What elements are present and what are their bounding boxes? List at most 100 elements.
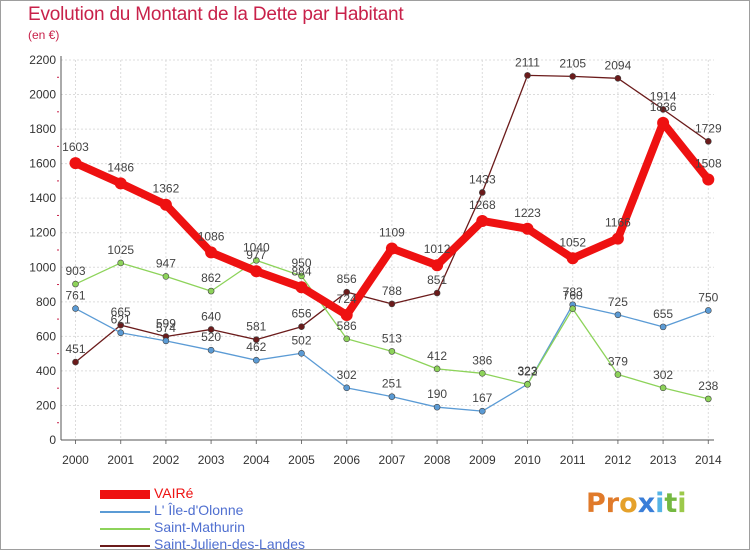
data-point-vair — [566, 252, 579, 265]
data-label-l-le-d-olonne: 462 — [246, 340, 266, 354]
data-label-saint-julien-des-landes: 599 — [156, 317, 176, 331]
data-point-l-le-d-olonne — [72, 305, 79, 312]
data-label-saint-julien-des-landes: 451 — [65, 342, 85, 356]
data-point-l-le-d-olonne — [704, 307, 712, 314]
data-label-saint-mathurin: 386 — [472, 353, 492, 367]
data-point-saint-julien-des-landes — [298, 323, 305, 330]
data-point-l-le-d-olonne — [478, 407, 486, 415]
data-point-saint-julien-des-landes — [524, 72, 531, 79]
legend-label: Saint-Julien-des-Landes — [154, 536, 305, 552]
data-label-saint-mathurin: 322 — [517, 364, 537, 378]
data-label-vair: 1052 — [559, 235, 586, 249]
x-tick-label: 2001 — [107, 453, 134, 467]
data-point-saint-mathurin — [252, 257, 260, 264]
data-label-saint-julien-des-landes: 1914 — [650, 89, 677, 103]
data-label-saint-mathurin: 862 — [201, 271, 221, 285]
data-label-saint-mathurin: 586 — [337, 319, 357, 333]
data-label-saint-mathurin: 760 — [563, 289, 583, 303]
axes — [57, 56, 714, 444]
y-tick-label: 400 — [36, 364, 56, 378]
logo-letter: r — [605, 488, 620, 519]
data-point-vair — [431, 259, 444, 272]
legend-label: L' Île-d'Olonne — [154, 502, 244, 518]
data-point-saint-mathurin — [388, 348, 396, 355]
chart-unit: (en €) — [28, 28, 60, 42]
data-point-l-le-d-olonne — [659, 323, 667, 331]
data-label-l-le-d-olonne: 621 — [111, 313, 131, 327]
data-point-l-le-d-olonne — [388, 393, 396, 400]
data-point-saint-mathurin — [478, 370, 486, 377]
data-label-l-le-d-olonne: 167 — [472, 391, 492, 405]
data-label-l-le-d-olonne: 783 — [563, 285, 583, 299]
data-point-vair — [250, 265, 263, 278]
data-point-l-le-d-olonne — [343, 384, 351, 392]
data-label-saint-julien-des-landes: 1433 — [469, 172, 496, 186]
data-point-saint-julien-des-landes — [343, 288, 351, 296]
y-axis-ticks: 0 200 400 600 800 1000 1200 1400 1600 1800 2000 220… — [29, 53, 56, 447]
x-tick-label: 2005 — [288, 453, 315, 467]
x-tick-label: 2004 — [243, 453, 270, 467]
data-label-vair: 1166 — [605, 216, 631, 230]
x-tick-label: 2011 — [560, 453, 586, 467]
legend-swatch — [100, 511, 150, 513]
y-tick-label: 1200 — [29, 226, 56, 240]
legend-swatch — [100, 490, 150, 499]
data-point-vair — [295, 281, 308, 294]
data-label-saint-mathurin: 947 — [156, 256, 176, 270]
data-point-vair — [521, 222, 534, 235]
data-label-vair: 1603 — [62, 140, 89, 154]
data-label-saint-julien-des-landes: 851 — [427, 273, 447, 287]
data-label-l-le-d-olonne: 725 — [608, 295, 628, 309]
data-label-saint-mathurin: 513 — [382, 331, 402, 345]
data-point-saint-julien-des-landes — [433, 289, 441, 297]
data-point-saint-mathurin — [117, 259, 124, 267]
data-point-vair — [611, 232, 624, 245]
data-label-l-le-d-olonne: 520 — [201, 330, 221, 344]
x-tick-label: 2012 — [605, 453, 632, 467]
legend-swatch — [100, 545, 150, 547]
x-tick-label: 2000 — [62, 453, 89, 467]
data-point-saint-julien-des-landes — [478, 189, 486, 196]
series-group — [69, 72, 715, 415]
y-tick-label: 600 — [36, 329, 56, 343]
data-label-saint-julien-des-landes: 2094 — [605, 58, 632, 72]
logo-letter: t — [664, 488, 678, 519]
data-point-saint-mathurin — [298, 272, 305, 280]
data-label-l-le-d-olonne: 761 — [65, 289, 85, 303]
y-tick-label: 2000 — [29, 88, 56, 102]
data-point-l-le-d-olonne — [117, 329, 124, 337]
data-point-vair — [702, 173, 715, 186]
data-point-saint-mathurin — [659, 384, 667, 392]
data-point-saint-mathurin — [207, 287, 215, 295]
data-label-saint-julien-des-landes: 581 — [246, 320, 266, 334]
data-point-l-le-d-olonne — [252, 356, 260, 364]
y-tick-label: 1600 — [29, 157, 56, 171]
data-point-saint-julien-des-landes — [659, 106, 667, 113]
data-label-saint-mathurin: 379 — [608, 355, 628, 369]
x-tick-label: 2003 — [198, 453, 225, 467]
data-label-saint-mathurin: 903 — [65, 264, 85, 278]
data-label-vair: 1486 — [107, 160, 134, 174]
data-label-saint-julien-des-landes: 2105 — [559, 56, 586, 70]
data-label-saint-julien-des-landes: 656 — [291, 307, 311, 321]
data-label-l-le-d-olonne: 251 — [382, 377, 402, 391]
proxiti-logo: Proxiti — [586, 488, 687, 519]
x-tick-label: 2002 — [153, 453, 180, 467]
data-label-saint-julien-des-landes: 856 — [337, 272, 357, 286]
data-label-vair: 977 — [246, 248, 266, 262]
data-point-l-le-d-olonne — [433, 403, 441, 411]
data-point-saint-mathurin — [162, 273, 170, 280]
data-point-vair — [657, 116, 670, 129]
data-label-saint-mathurin: 950 — [291, 256, 311, 270]
data-point-vair — [159, 198, 172, 211]
data-label-vair: 1109 — [379, 225, 405, 239]
x-tick-label: 2013 — [650, 453, 677, 467]
x-tick-label: 2014 — [695, 453, 722, 467]
data-label-vair: 724 — [337, 292, 357, 306]
data-point-l-le-d-olonne — [614, 311, 622, 319]
data-label-saint-mathurin: 302 — [653, 368, 673, 382]
data-label-vair: 1508 — [695, 157, 722, 171]
data-point-saint-mathurin — [569, 305, 577, 313]
data-point-vair — [205, 246, 218, 259]
data-label-l-le-d-olonne: 655 — [653, 307, 673, 321]
